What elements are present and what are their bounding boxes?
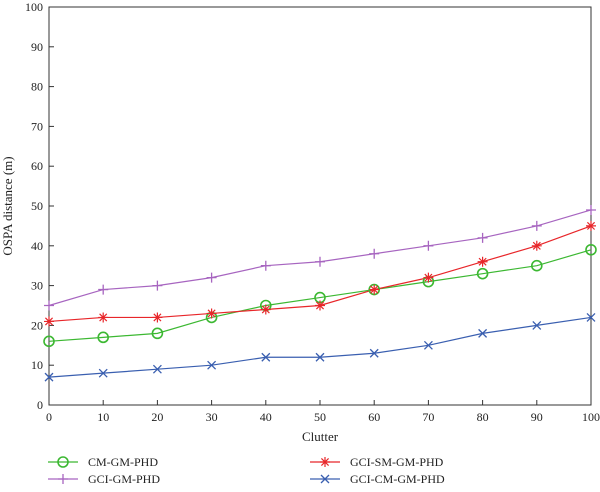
series-0-point-10: [585, 243, 597, 256]
series-lines: [48, 209, 592, 378]
legend-label-0: CM-GM-PHD: [88, 455, 158, 469]
legend-item-1: GCI-SM-GM-PHD: [310, 455, 444, 469]
y-tick-label-9: 90: [31, 40, 43, 54]
axes: 0 10 20 30 40 50 60 70 80 90 100 0 10 20 30 40 50 60 70 80 9…: [25, 0, 600, 424]
x-tick-label-8: 80: [477, 410, 489, 424]
legend-item-0: CM-GM-PHD: [48, 455, 158, 469]
series-2-point-7: [423, 240, 434, 251]
series-3-point-3: [207, 360, 217, 370]
series-1-point-0: [44, 316, 54, 327]
series-2-point-9: [531, 220, 542, 231]
series-1-point-4: [260, 304, 271, 315]
series-1-point-9: [531, 240, 542, 251]
legend-swatch-marker-0: [57, 456, 69, 468]
series-2-point-3: [206, 272, 217, 283]
series-3-point-9: [532, 320, 542, 330]
series-1-point-8: [477, 256, 488, 267]
y-tick-label-2: 20: [31, 318, 43, 332]
series-2-point-0: [44, 300, 54, 311]
series-0-point-8: [476, 267, 489, 280]
series-3-point-6: [369, 348, 379, 358]
series-0-point-2: [151, 327, 164, 340]
series-2-point-8: [477, 232, 488, 243]
series-3-point-7: [423, 340, 433, 350]
x-tick-label-7: 70: [422, 410, 434, 424]
series-3-point-5: [315, 352, 325, 362]
plot-frame: [48, 6, 592, 406]
series-line-3: [48, 316, 592, 378]
series-3-point-4: [261, 352, 271, 362]
series-0-point-0: [43, 335, 55, 348]
series-1-point-5: [315, 300, 325, 311]
x-tick-label-6: 60: [368, 410, 380, 424]
series-1-point-10: [586, 220, 596, 231]
series-2-point-10: [586, 204, 596, 215]
x-tick-label-10: 100: [582, 410, 600, 424]
legend-label-1: GCI-SM-GM-PHD: [350, 455, 444, 469]
x-tick-label-1: 10: [97, 410, 109, 424]
y-tick-label-0: 0: [37, 398, 43, 412]
series-2-point-1: [98, 284, 109, 295]
series-2-point-2: [152, 280, 163, 291]
y-tick-label-8: 80: [31, 80, 43, 94]
x-tick-label-0: 0: [46, 410, 52, 424]
y-tick-label-7: 70: [31, 119, 43, 133]
legend-swatch-marker-1: [320, 457, 330, 467]
series-3-point-1: [98, 368, 108, 378]
series-line-0: [48, 249, 592, 342]
series-0-point-9: [530, 259, 543, 272]
series-2-point-4: [260, 260, 271, 271]
y-tick-label-3: 30: [31, 279, 43, 293]
x-tick-label-9: 90: [531, 410, 543, 424]
series-3-point-0: [44, 372, 54, 382]
legend-label-3: GCI-CM-GM-PHD: [350, 472, 445, 486]
y-tick-label-5: 50: [31, 199, 43, 213]
series-1-point-2: [152, 312, 163, 323]
series-1-point-7: [423, 272, 434, 283]
legend-label-2: GCI-GM-PHD: [88, 472, 160, 486]
series-1-point-6: [369, 284, 380, 295]
series-3-point-8: [478, 328, 488, 338]
y-tick-label-1: 10: [31, 358, 43, 372]
x-tick-label-4: 40: [260, 410, 272, 424]
series-2-point-5: [315, 256, 325, 267]
series-3-point-10: [586, 312, 596, 322]
series-0-point-1: [97, 331, 109, 344]
series-2-point-6: [369, 248, 380, 259]
x-tick-label-5: 50: [314, 410, 326, 424]
legend-swatch-marker-3: [320, 474, 330, 484]
series-markers: [43, 204, 597, 382]
series-3-point-2: [152, 364, 162, 374]
y-tick-label-6: 60: [31, 159, 43, 173]
y-axis-label: OSPA distance (m): [0, 156, 15, 255]
legend-item-3: GCI-CM-GM-PHD: [310, 472, 445, 486]
y-tick-label-10: 100: [25, 0, 43, 14]
legend-swatch-marker-2: [58, 474, 68, 484]
x-tick-label-2: 20: [151, 410, 163, 424]
legend-item-2: GCI-GM-PHD: [48, 472, 160, 486]
series-1-point-1: [98, 312, 109, 323]
x-axis-label: Clutter: [302, 429, 339, 444]
series-1-point-3: [206, 308, 217, 319]
y-tick-label-4: 40: [31, 239, 43, 253]
legend: CM-GM-PHD GCI-SM-GM-PHD GCI-GM-PHD GCI-CM-G…: [48, 455, 445, 486]
x-tick-label-3: 30: [206, 410, 218, 424]
